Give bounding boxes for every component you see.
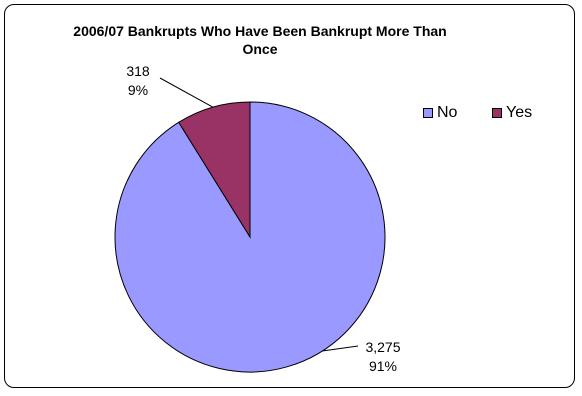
legend-item-yes: Yes bbox=[492, 104, 532, 122]
data-label-value-no: 3,275 bbox=[365, 339, 400, 355]
legend-swatch-yes bbox=[492, 108, 502, 118]
data-label-value-yes: 318 bbox=[126, 63, 150, 79]
leader-line-yes bbox=[159, 77, 214, 108]
chart-title: 2006/07 Bankrupts Who Have Been Bankrupt… bbox=[73, 23, 447, 57]
legend-swatch-no bbox=[423, 108, 433, 118]
legend-item-no: No bbox=[423, 104, 457, 122]
data-label-percent-yes: 9% bbox=[128, 82, 148, 98]
leader-line-no bbox=[322, 345, 359, 352]
legend-label-no: No bbox=[437, 104, 458, 121]
legend-label-yes: Yes bbox=[506, 104, 533, 121]
data-label-percent-no: 91% bbox=[369, 358, 397, 374]
